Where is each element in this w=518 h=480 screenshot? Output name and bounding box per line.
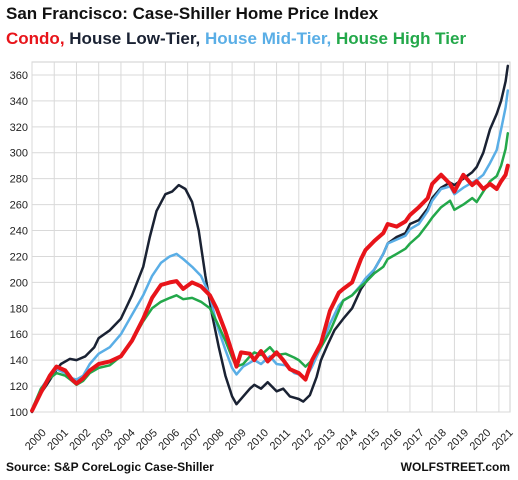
series-line-condo — [30, 163, 510, 413]
x-tick-label: 2000 — [23, 427, 49, 453]
y-tick-label: 120 — [10, 381, 28, 393]
chart-legend: Condo, House Low-Tier, House Mid-Tier, H… — [6, 29, 466, 49]
y-tick-label: 340 — [10, 96, 28, 108]
y-tick-label: 240 — [10, 226, 28, 238]
series-line-house-high-tier — [30, 132, 510, 411]
x-tick-label: 2011 — [268, 427, 293, 452]
x-tick-label: 2020 — [468, 427, 494, 453]
brand-label: WOLFSTREET.com — [400, 460, 510, 474]
legend-house-high-tier: House High Tier — [336, 29, 467, 48]
legend-condo: Condo, — [6, 29, 65, 48]
y-tick-label: 280 — [10, 174, 28, 186]
y-tick-label: 320 — [10, 122, 28, 134]
y-tick-label: 140 — [10, 355, 28, 367]
x-tick-label: 2016 — [379, 427, 405, 453]
x-tick-label: 2007 — [179, 427, 205, 453]
legend-house-low-tier: House Low-Tier, — [69, 29, 201, 48]
series-lines — [30, 64, 510, 414]
x-tick-label: 2009 — [223, 427, 249, 453]
x-tick-label: 2008 — [201, 427, 227, 453]
x-tick-label: 2004 — [112, 427, 138, 453]
legend-house-mid-tier: House Mid-Tier, — [205, 29, 332, 48]
x-tick-label: 2017 — [401, 427, 427, 453]
y-tick-label: 180 — [10, 303, 28, 315]
x-tick-label: 2019 — [445, 427, 471, 453]
y-tick-label: 100 — [10, 407, 28, 419]
x-tick-label: 2002 — [67, 427, 93, 453]
x-tick-label: 2010 — [245, 427, 271, 453]
source-note: Source: S&P CoreLogic Case-Shiller — [6, 460, 214, 474]
x-tick-label: 2001 — [45, 427, 71, 453]
x-tick-label: 2012 — [290, 427, 316, 453]
y-tick-label: 260 — [10, 200, 28, 212]
x-tick-label: 2014 — [334, 427, 360, 453]
x-tick-label: 2005 — [134, 427, 160, 453]
x-tick-label: 2018 — [423, 427, 449, 453]
y-tick-label: 160 — [10, 329, 28, 341]
x-tick-label: 2003 — [90, 427, 116, 453]
chart-title: San Francisco: Case-Shiller Home Price I… — [6, 4, 379, 23]
y-tick-label: 300 — [10, 148, 28, 160]
x-tick-label: 2021 — [490, 427, 516, 453]
y-tick-label: 220 — [10, 251, 28, 263]
x-tick-label: 2015 — [356, 427, 382, 453]
axes: 100 120 140 160 180 200 220 240 260 280 300 320 340 3… — [10, 70, 516, 453]
x-tick-label: 2006 — [156, 427, 182, 453]
y-tick-label: 360 — [10, 70, 28, 82]
y-tick-label: 200 — [10, 277, 28, 289]
x-tick-label: 2013 — [312, 427, 338, 453]
